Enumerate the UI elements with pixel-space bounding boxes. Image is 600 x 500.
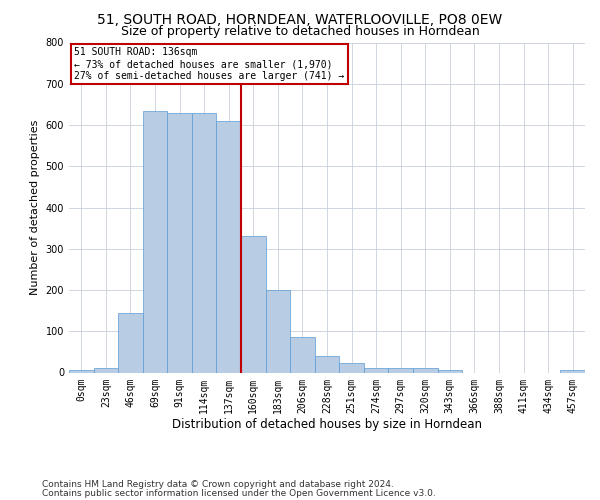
Bar	[217, 121, 241, 372]
Bar	[388, 368, 413, 372]
Text: Contains HM Land Registry data © Crown copyright and database right 2024.: Contains HM Land Registry data © Crown c…	[42, 480, 394, 489]
X-axis label: Distribution of detached houses by size in Horndean: Distribution of detached houses by size …	[172, 418, 482, 431]
Text: Size of property relative to detached houses in Horndean: Size of property relative to detached ho…	[121, 25, 479, 38]
Bar	[339, 364, 364, 372]
Y-axis label: Number of detached properties: Number of detached properties	[30, 120, 40, 295]
Bar	[241, 236, 266, 372]
Bar	[118, 312, 143, 372]
Bar	[315, 356, 339, 372]
Bar	[560, 370, 585, 372]
Bar	[167, 112, 192, 372]
Bar	[69, 370, 94, 372]
Bar	[364, 368, 388, 372]
Bar	[413, 368, 437, 372]
Bar	[266, 290, 290, 372]
Bar	[94, 368, 118, 372]
Text: 51 SOUTH ROAD: 136sqm
← 73% of detached houses are smaller (1,970)
27% of semi-d: 51 SOUTH ROAD: 136sqm ← 73% of detached …	[74, 48, 344, 80]
Bar	[437, 370, 462, 372]
Bar	[143, 110, 167, 372]
Bar	[290, 338, 315, 372]
Bar	[192, 112, 217, 372]
Text: 51, SOUTH ROAD, HORNDEAN, WATERLOOVILLE, PO8 0EW: 51, SOUTH ROAD, HORNDEAN, WATERLOOVILLE,…	[97, 12, 503, 26]
Text: Contains public sector information licensed under the Open Government Licence v3: Contains public sector information licen…	[42, 488, 436, 498]
